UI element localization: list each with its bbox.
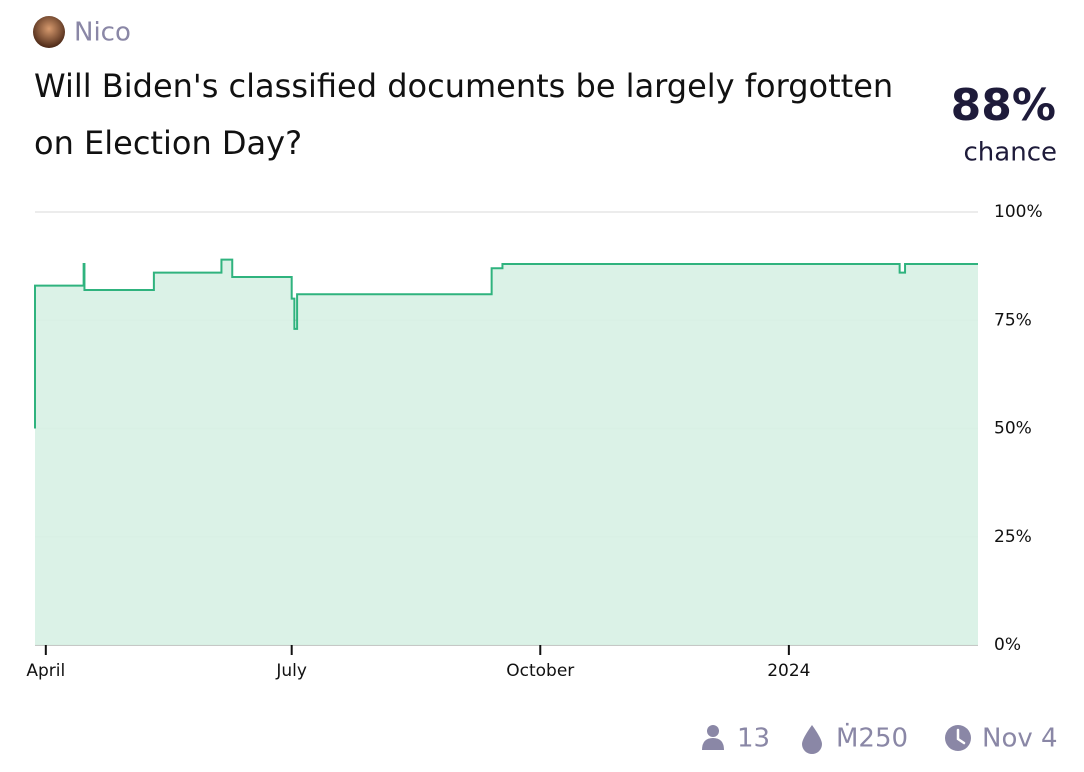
- liquidity-icon: [802, 725, 822, 754]
- chart: 0% 25% 50% 75% 100% April July October 2024: [26, 202, 1042, 681]
- x-tick-label: July: [275, 661, 307, 681]
- traders-icon: [707, 725, 719, 737]
- close-date[interactable]: Nov 4: [982, 724, 1058, 754]
- author-name[interactable]: Nico: [74, 18, 131, 48]
- x-tick-label: April: [26, 661, 65, 681]
- traders-icon: [702, 738, 724, 750]
- x-tick-label: 2024: [767, 661, 810, 681]
- author-avatar[interactable]: [33, 16, 65, 48]
- traders-count[interactable]: 13: [737, 724, 770, 754]
- y-tick-label: 0%: [994, 635, 1021, 655]
- y-tick-label: 50%: [994, 419, 1032, 439]
- probability-caption: chance: [964, 138, 1057, 168]
- clock-hands: [956, 728, 966, 745]
- volume[interactable]: Ṁ250: [836, 722, 908, 754]
- market-title[interactable]: Will Biden's classified documents be lar…: [34, 67, 893, 105]
- x-tick-label: October: [506, 661, 574, 681]
- probability: 88%: [951, 80, 1056, 131]
- y-tick-label: 75%: [994, 310, 1032, 330]
- footer-icons: [702, 725, 971, 754]
- y-tick-label: 25%: [994, 527, 1032, 547]
- line: [34, 258, 978, 429]
- area: [35, 259, 978, 645]
- market-title[interactable]: on Election Day?: [34, 124, 302, 162]
- y-tick-label: 100%: [994, 202, 1043, 222]
